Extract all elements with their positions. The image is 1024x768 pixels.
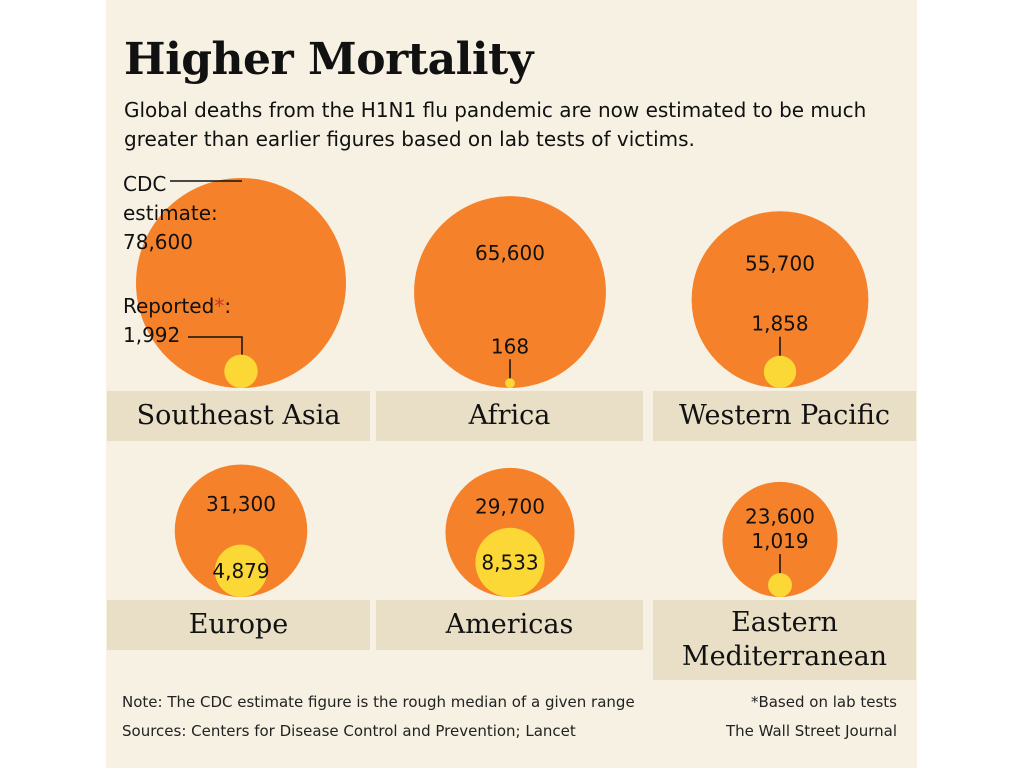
reported-legend-label: Reported [123,294,215,318]
sources-note: Sources: Centers for Disease Control and… [122,722,576,740]
region-name: Southeast Asia [136,400,341,431]
reported-value-label: 1,858 [751,312,808,336]
estimate-value-label: 29,700 [475,494,545,518]
publisher-credit: The Wall Street Journal [725,722,897,740]
region-label-bar: Western Pacific [653,391,916,441]
region-label-bar: Africa [376,391,643,441]
reported-value-label: 8,533 [481,550,538,574]
reported-legend-value: 1,992 [123,323,181,347]
reported-bubble [763,355,797,388]
lab-tests-footnote: *Based on lab tests [750,693,897,711]
reported-asterisk: * [214,294,225,318]
chart-subtitle: Global deaths from the H1N1 flu pandemic… [124,98,867,151]
region-name: Europe [188,609,289,640]
chart-title: Higher Mortality [124,34,533,85]
reported-bubble [475,527,545,597]
reported-bubble [768,573,792,597]
estimate-legend: CDC estimate: 78,600 [123,170,218,257]
region-name: Western Pacific [678,400,891,431]
reported-colon: : [224,294,232,318]
reported-bubble [224,354,258,388]
estimate-bubble [174,464,308,597]
region-label-bar: Eastern Mediterranean [653,600,916,680]
reported-bubble [214,544,268,597]
region-name: Africa [468,400,551,431]
reported-value-label: 4,879 [212,559,269,583]
estimate-bubble [414,196,606,388]
estimate-bubble [691,211,869,388]
estimate-legend-value: 78,600 [123,230,193,254]
reported-legend-pointer [188,336,243,355]
region-name: Mediterranean [681,641,888,672]
region-label-bar: Americas [376,600,643,650]
estimate-value-label: 65,600 [475,241,545,265]
region-label-bar: Europe [107,600,370,650]
reported-value-label: 1,019 [751,529,808,553]
estimate-bubble [722,481,838,597]
region-label-bar: Southeast Asia [107,391,370,441]
estimate-value-label: 55,700 [745,251,815,275]
reported-value-label: 168 [491,334,529,358]
region-name: Americas [445,609,574,640]
reported-bubble [505,378,515,388]
estimate-value-label: 31,300 [206,492,276,516]
reported-legend-line: Reported*: [123,292,231,321]
methodology-note: Note: The CDC estimate figure is the rou… [122,693,635,711]
reported-legend: Reported*: 1,992 [123,292,231,350]
estimate-bubble [136,178,346,388]
estimate-legend-line-1: CDC [123,172,167,196]
estimate-value-label: 23,600 [745,504,815,528]
estimate-legend-line-2: estimate: [123,201,218,225]
region-name: Eastern [731,607,838,638]
